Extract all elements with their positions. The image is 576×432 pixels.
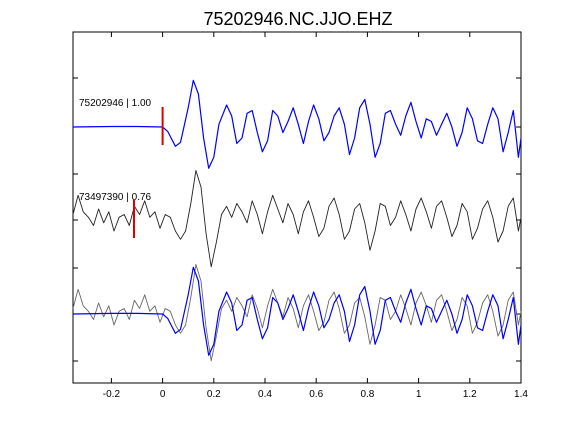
x-tick-label-0: -0.2	[103, 389, 121, 400]
x-tick-label-2: 0.2	[207, 389, 221, 400]
x-tick-label-7: 1.2	[463, 389, 477, 400]
x-tick-label-8: 1.4	[514, 389, 528, 400]
x-tick-label-4: 0.6	[309, 389, 323, 400]
x-tick-label-5: 0.8	[360, 389, 374, 400]
traces	[72, 79, 522, 362]
trace-2-series-1-line	[72, 266, 522, 356]
trace-labels: 75202946 | 1.00 73497390 | 0.76	[79, 98, 152, 203]
x-tick-label-3: 0.4	[258, 389, 272, 400]
x-tick-label-1: 0	[160, 389, 166, 400]
trace-2-series-0-line	[72, 264, 522, 362]
pick-markers	[133, 107, 164, 238]
chart-title: 75202946.NC.JJO.EHZ	[203, 9, 392, 29]
trace-0-series-0-line	[72, 79, 522, 169]
trace-label-0: 75202946 | 1.00	[79, 98, 152, 109]
x-axis: -0.2 0 0.2 0.4 0.6 0.8 1 1.2 1.4	[103, 32, 528, 400]
x-tick-label-6: 1	[416, 389, 422, 400]
trace-label-1: 73497390 | 0.76	[79, 192, 152, 203]
trace-1-series-0-line	[72, 170, 522, 268]
plot-frame	[72, 31, 522, 384]
